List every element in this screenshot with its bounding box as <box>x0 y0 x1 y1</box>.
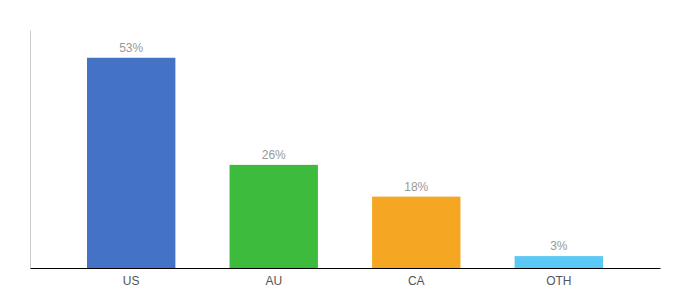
x-tick-label: US <box>123 274 140 288</box>
x-tick: OTH <box>546 274 571 288</box>
x-tick-label: CA <box>408 274 425 288</box>
y-axis <box>30 31 31 269</box>
chart-container: US AU CA OTH 53% 26% 18% 3% <box>0 0 680 300</box>
bar <box>230 165 318 268</box>
x-tick-label: AU <box>265 274 282 288</box>
x-tick-label: OTH <box>546 274 571 288</box>
plot-area: US AU CA OTH 53% 26% 18% 3% <box>31 31 661 288</box>
y-axis-line <box>30 31 31 269</box>
bars <box>87 58 603 268</box>
x-axis-line <box>31 268 661 269</box>
data-label: 18% <box>404 180 428 194</box>
x-tick: US <box>123 274 140 288</box>
data-label: 53% <box>119 41 143 55</box>
data-label: 26% <box>262 148 286 162</box>
bar <box>515 256 603 268</box>
x-tick: AU <box>265 274 282 288</box>
x-tick: CA <box>408 274 425 288</box>
data-label: 3% <box>550 239 568 253</box>
data-labels: 53% 26% 18% 3% <box>119 41 568 253</box>
bar <box>372 197 460 268</box>
chart-svg: US AU CA OTH 53% 26% 18% 3% <box>0 0 680 300</box>
x-axis: US AU CA OTH <box>31 269 661 288</box>
bar <box>87 58 175 268</box>
